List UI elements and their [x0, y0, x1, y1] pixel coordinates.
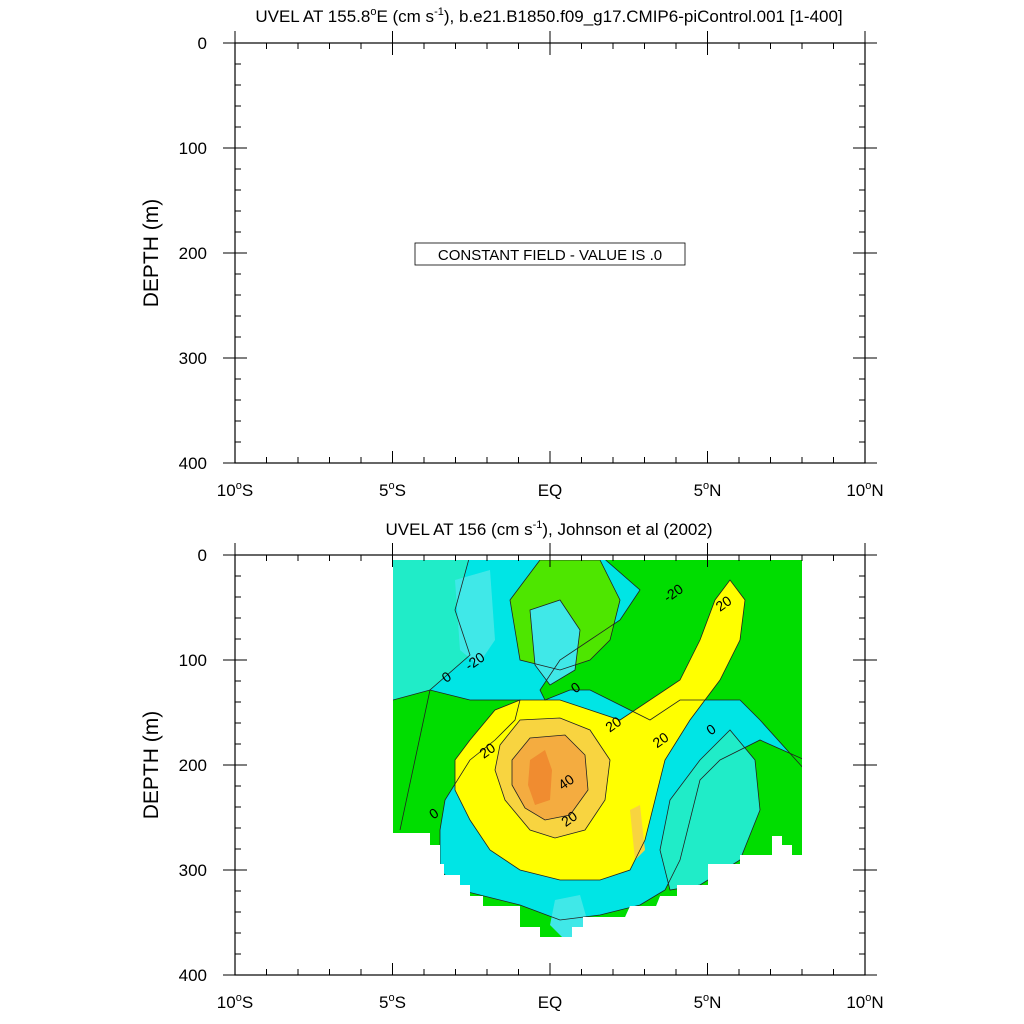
bottom-x-tick-label: 10oS	[217, 992, 253, 1012]
bottom-panel: UVEL AT 156 (cm s-1), Johnson et al (200…	[140, 519, 884, 1012]
field-orange-core	[528, 750, 552, 805]
top-x-tick-label: EQ	[538, 481, 563, 500]
bottom-x-tick-labels: 10oS 5oS EQ 5oN 10oN	[217, 992, 884, 1012]
field-cyan-central-surface	[530, 600, 580, 685]
top-x-tick-label: 10oS	[217, 480, 253, 500]
top-x-tick-label: 10oN	[846, 480, 883, 500]
top-x-tick-labels: 10oS 5oS EQ 5oN 10oN	[217, 480, 884, 500]
bottom-x-tick-label: 10oN	[846, 992, 883, 1012]
top-axis-ticks	[223, 31, 877, 464]
top-y-tick-label: 200	[179, 244, 207, 263]
top-y-tick-label: 400	[179, 454, 207, 473]
bottom-chart-title: UVEL AT 156 (cm s-1), Johnson et al (200…	[386, 519, 713, 539]
top-y-tick-label: 300	[179, 349, 207, 368]
field-orange-small-spot	[630, 805, 645, 860]
top-y-tick-label: 0	[198, 34, 207, 53]
top-chart-title: UVEL AT 155.8oE (cm s-1), b.e21.B1850.f0…	[255, 6, 842, 26]
bottom-y-tick-label: 0	[198, 546, 207, 565]
bottom-axis-ticks	[223, 543, 877, 976]
velocity-contour-field	[393, 560, 802, 937]
top-x-tick-label: 5oN	[694, 480, 722, 500]
field-cyan-east-deep	[660, 730, 760, 890]
constant-field-text: CONSTANT FIELD - VALUE IS .0	[438, 247, 662, 264]
top-panel: UVEL AT 155.8oE (cm s-1), b.e21.B1850.f0…	[140, 6, 884, 500]
top-x-tick-label: 5oS	[379, 480, 406, 500]
bottom-x-tick-label: EQ	[538, 993, 563, 1012]
top-y-tick-labels: 0 100 200 300 400	[179, 34, 207, 473]
top-y-tick-label: 100	[179, 139, 207, 158]
bottom-y-tick-label: 300	[179, 861, 207, 880]
bottom-y-tick-label: 100	[179, 651, 207, 670]
bottom-x-tick-label: 5oS	[379, 992, 406, 1012]
bottom-y-tick-label: 400	[179, 966, 207, 985]
bottom-y-axis-label: DEPTH (m)	[140, 711, 163, 820]
bottom-y-tick-labels: 0 100 200 300 400	[179, 546, 207, 985]
constant-field-annotation: CONSTANT FIELD - VALUE IS .0	[414, 242, 686, 266]
bottom-y-tick-label: 200	[179, 756, 207, 775]
bottom-x-tick-label: 5oN	[694, 992, 722, 1012]
top-y-axis-label: DEPTH (m)	[140, 199, 163, 308]
